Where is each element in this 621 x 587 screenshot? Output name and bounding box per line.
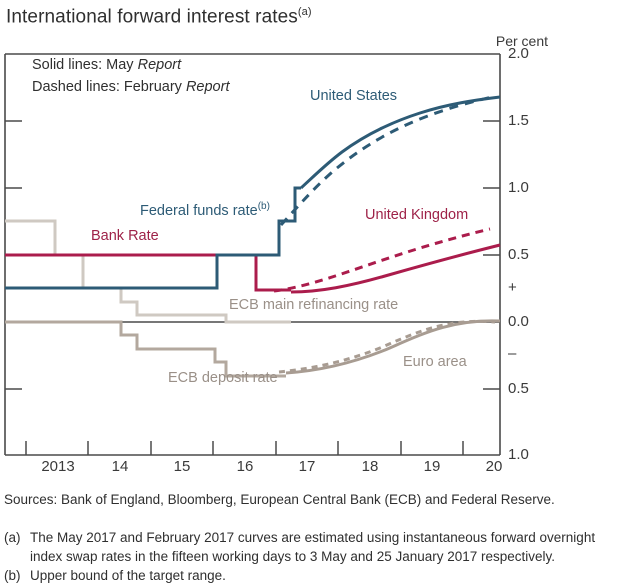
footnotes: (a) The May 2017 and February 2017 curve…	[4, 528, 621, 585]
series-label-ecb-deposit-rate: ECB deposit rate	[168, 370, 278, 386]
series-federal-funds-rate	[5, 186, 301, 290]
x-tick-label-18: 18	[361, 458, 379, 475]
series-ecb-main-refinancing-rate	[5, 219, 291, 324]
series-bank-rate	[5, 253, 291, 292]
series-label-federal-funds-rate: Federal funds rate(b)	[140, 201, 270, 219]
x-tick-label-14: 14	[111, 458, 129, 475]
footnote-b: (b) Upper bound of the target range.	[4, 566, 621, 585]
legend-row-solid: Solid lines: May Report	[32, 54, 229, 76]
x-axis-ticks	[25, 441, 464, 455]
y-tick-label-0: 2.0	[508, 45, 529, 62]
series-label-bank-rate: Bank Rate	[91, 228, 159, 244]
y-tick-label-5: 0.5	[508, 380, 529, 397]
legend-row-dashed: Dashed lines: February Report	[32, 76, 229, 98]
legend-solid-italic: Report	[137, 57, 182, 73]
legend: Solid lines: May Report Dashed lines: Fe…	[32, 54, 229, 98]
series-euro-area-may	[285, 319, 501, 375]
series-united-kingdom-february	[273, 227, 491, 293]
footnote-b-marker: (b)	[4, 568, 21, 583]
sources-note: Sources: Bank of England, Bloomberg, Eur…	[4, 492, 555, 507]
y-tick-label-1: 1.5	[508, 112, 529, 129]
page-title-text: International forward interest rates	[6, 6, 298, 28]
title-footnote-marker: (a)	[297, 6, 312, 18]
series-label-federal-funds-rate-text: Federal funds rate	[140, 202, 258, 219]
legend-dashed-prefix: Dashed lines:	[32, 79, 120, 95]
page-title: International forward interest rates(a)	[6, 6, 312, 28]
footnote-b-text: Upper bound of the target range.	[30, 568, 226, 583]
y-tick-label-2: 1.0	[508, 179, 529, 196]
chart-svg	[4, 53, 501, 456]
footnote-a: (a) The May 2017 and February 2017 curve…	[4, 528, 621, 566]
series-united-kingdom-may	[290, 243, 501, 294]
y-axis-minus-sign: –	[508, 345, 517, 362]
x-tick-label-15: 15	[173, 458, 191, 475]
x-tick-label-16: 16	[236, 458, 254, 475]
x-tick-label-2013: 2013	[41, 458, 75, 475]
y-tick-label-6: 1.0	[508, 446, 529, 463]
legend-solid-value: May	[106, 57, 134, 73]
series-label-united-kingdom: United Kingdom	[365, 207, 469, 223]
y-axis-plus-sign: +	[508, 279, 517, 296]
chart-plot-area: 2.0 1.5 1.0 0.5 + 0.0 – 0.5 1.0 2013 14 …	[0, 40, 545, 475]
legend-dashed-italic: Report	[185, 79, 230, 95]
footnote-a-text: The May 2017 and February 2017 curves ar…	[30, 530, 596, 564]
x-tick-label-20: 20	[485, 458, 503, 475]
series-ecb-deposit-rate	[5, 320, 286, 378]
series-label-united-states: United States	[310, 88, 398, 104]
y-tick-label-3: 0.5	[508, 246, 529, 263]
x-tick-label-17: 17	[298, 458, 316, 475]
legend-solid-prefix: Solid lines:	[32, 57, 103, 73]
legend-dashed-value: February	[123, 79, 182, 95]
y-tick-label-4: 0.0	[508, 313, 529, 330]
series-label-federal-funds-rate-marker: (b)	[257, 201, 270, 212]
series-euro-area-february	[278, 319, 496, 374]
series-united-states-may	[299, 95, 501, 190]
series-label-euro-area: Euro area	[403, 354, 467, 370]
axis-unit-label: Per cent	[495, 33, 548, 49]
footnote-a-marker: (a)	[4, 530, 21, 545]
series-united-states-february	[279, 95, 493, 227]
x-tick-label-19: 19	[423, 458, 441, 475]
series-label-ecb-main-refinancing-rate: ECB main refinancing rate	[229, 297, 399, 313]
